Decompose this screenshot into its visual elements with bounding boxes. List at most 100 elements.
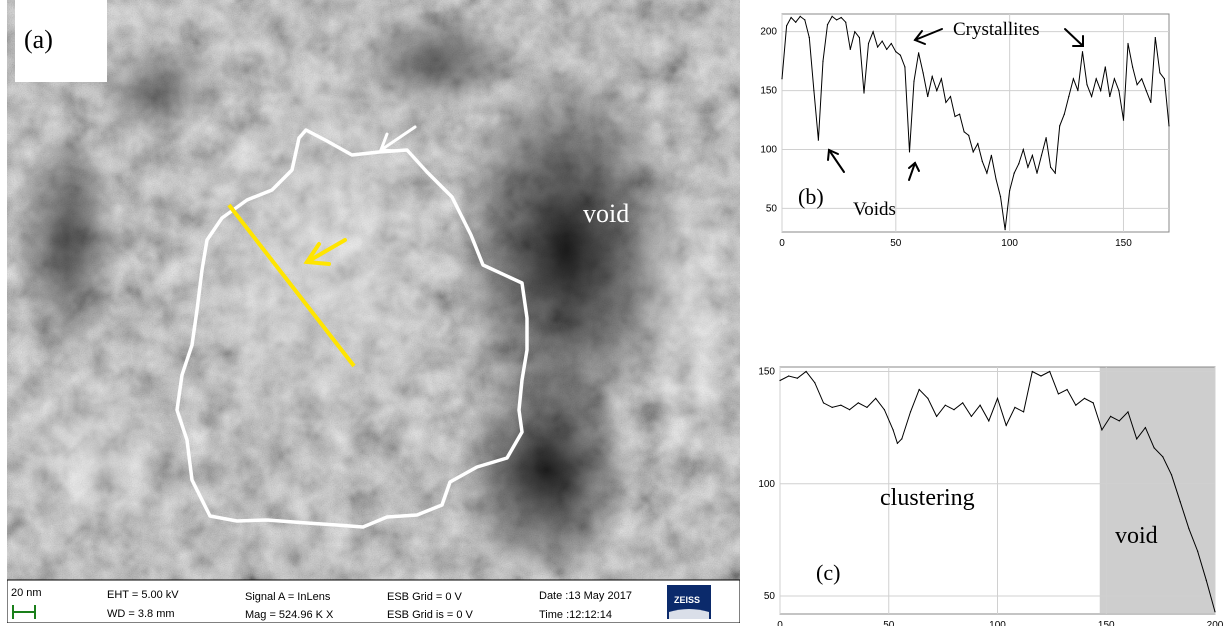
data-point — [863, 92, 865, 94]
data-point — [945, 101, 947, 103]
data-point — [1095, 78, 1097, 80]
y-tick-label: 50 — [764, 591, 776, 602]
scan-line — [227, 203, 356, 368]
series-line-b — [781, 15, 1170, 230]
data-point — [1040, 154, 1043, 156]
data-point — [831, 15, 833, 17]
data-point — [796, 377, 798, 379]
data-point — [970, 415, 972, 417]
data-point — [979, 404, 981, 406]
data-point — [790, 16, 792, 19]
data-point — [1145, 90, 1147, 92]
data-point — [962, 402, 964, 404]
data-point — [988, 420, 990, 422]
data-point — [886, 48, 888, 51]
data-point — [986, 172, 988, 174]
data-point — [788, 375, 790, 377]
data-point — [1122, 119, 1125, 121]
y-tick-label: 100 — [758, 479, 775, 490]
data-point — [822, 402, 825, 404]
scale-bar-icon — [12, 605, 36, 619]
data-point — [1109, 95, 1111, 98]
data-point — [895, 51, 897, 53]
wd-text: WD = 3.8 mm — [107, 608, 175, 620]
data-point — [1118, 90, 1120, 92]
data-point — [963, 131, 965, 133]
data-point — [1091, 95, 1093, 98]
data-point — [1081, 51, 1084, 53]
data-point — [1150, 101, 1152, 103]
data-point — [968, 134, 970, 136]
data-point — [1154, 37, 1156, 39]
y-tick-label: 150 — [760, 86, 777, 97]
data-point — [804, 19, 806, 21]
line-profile-chart-b: 0 50 100 150 50 100 150 200 Crystallites (b) Vo… — [760, 13, 1170, 249]
data-point — [1083, 397, 1086, 399]
zeiss-logo-icon: ZEISS — [667, 585, 711, 619]
data-point — [909, 411, 912, 413]
data-point — [908, 151, 911, 153]
data-point — [877, 46, 879, 48]
data-point — [1075, 404, 1077, 406]
data-point — [927, 95, 929, 98]
x-tick-label: 0 — [777, 620, 783, 626]
data-point — [1144, 427, 1146, 429]
data-point — [808, 37, 810, 39]
data-point — [1072, 78, 1074, 80]
data-point — [1214, 611, 1216, 613]
data-point — [822, 60, 824, 62]
data-point — [977, 143, 979, 145]
esb-grid-text: ESB Grid = 0 V — [387, 591, 463, 603]
data-point — [1050, 166, 1052, 168]
data-point — [1057, 393, 1059, 395]
annotation-voids: Voids — [853, 199, 896, 220]
data-point — [1179, 501, 1181, 503]
data-point — [981, 160, 983, 162]
data-point — [779, 379, 781, 382]
data-point — [1045, 137, 1047, 139]
data-point — [781, 78, 783, 80]
yellow-arrow-icon — [303, 238, 347, 266]
data-point — [944, 404, 946, 406]
data-point — [1113, 78, 1115, 80]
data-point — [1163, 78, 1165, 80]
data-point — [890, 42, 892, 45]
data-point — [849, 48, 851, 51]
data-point — [904, 66, 906, 68]
x-tick-label: 150 — [1098, 620, 1115, 626]
scale-bar-label: 20 nm — [11, 587, 42, 599]
data-point — [813, 90, 815, 92]
data-point — [786, 25, 788, 27]
data-point — [940, 78, 942, 80]
data-point — [954, 115, 956, 118]
x-tick-label: 200 — [1207, 620, 1224, 626]
data-point — [1162, 456, 1164, 458]
data-point — [899, 54, 901, 56]
white-arrow-icon — [378, 125, 417, 153]
data-point — [1197, 550, 1199, 552]
x-tick-label: 50 — [890, 238, 902, 249]
data-point — [922, 72, 924, 74]
data-point — [1118, 420, 1120, 422]
data-point — [1059, 125, 1061, 127]
data-point — [1132, 66, 1134, 68]
data-point — [996, 397, 999, 399]
data-point — [831, 406, 833, 408]
data-point — [901, 438, 903, 440]
data-point — [1013, 172, 1015, 174]
data-point — [817, 139, 819, 141]
panel-a-label-box — [15, 0, 107, 82]
data-point — [849, 409, 851, 411]
data-point — [883, 409, 885, 411]
data-point — [995, 178, 997, 180]
data-point — [875, 397, 877, 399]
data-point — [857, 402, 859, 404]
data-point — [1127, 411, 1129, 413]
data-point — [867, 42, 870, 45]
data-point — [858, 37, 860, 39]
data-point — [1068, 95, 1070, 98]
data-point — [1054, 172, 1056, 174]
esb-grid-is-text: ESB Grid is = 0 V — [387, 609, 474, 621]
y-tick-label: 50 — [766, 203, 778, 214]
data-point — [1005, 424, 1007, 426]
